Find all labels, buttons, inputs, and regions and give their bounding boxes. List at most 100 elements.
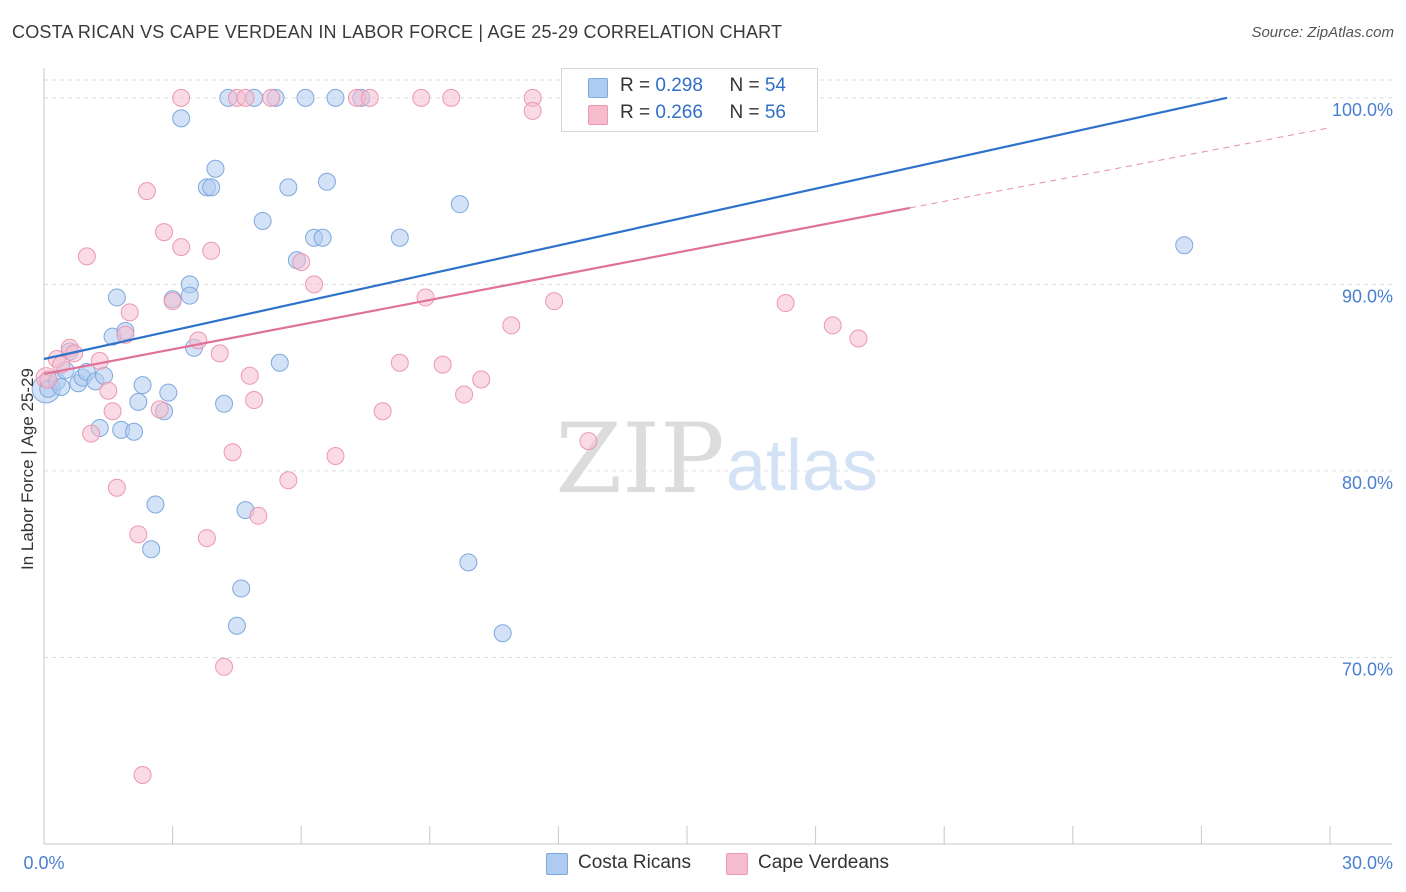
- point-cape-verdean: [137, 182, 156, 201]
- point-cape-verdean: [150, 400, 169, 419]
- bottom-swatch-cape: [726, 853, 748, 875]
- point-costa-rican: [317, 172, 336, 191]
- x-tick-label-max: 30.0%: [1342, 853, 1393, 873]
- point-cape-verdean: [39, 370, 58, 389]
- point-cape-verdean: [107, 478, 126, 497]
- point-costa-rican: [253, 211, 272, 230]
- point-cape-verdean: [442, 88, 461, 107]
- point-costa-rican: [450, 195, 469, 214]
- tick-labels: 70.0% 80.0% 90.0% 100.0% 0.0% 30.0%: [23, 100, 1393, 873]
- bottom-swatch-costa: [546, 853, 568, 875]
- point-cape-verdean: [545, 292, 564, 311]
- point-costa-rican: [326, 88, 345, 107]
- point-cape-verdean: [373, 402, 392, 421]
- point-costa-rican: [206, 159, 225, 178]
- point-costa-rican: [202, 178, 221, 197]
- watermark: ZIP atlas: [555, 403, 878, 515]
- point-costa-rican: [279, 178, 298, 197]
- point-costa-rican: [1175, 236, 1194, 255]
- point-costa-rican: [227, 616, 246, 635]
- point-cape-verdean: [90, 351, 109, 370]
- point-costa-rican: [133, 376, 152, 395]
- legend-swatch-costa: [588, 78, 608, 98]
- trend-lines: [43, 96, 1331, 376]
- point-cape-verdean: [202, 241, 221, 260]
- x-tick-label-min: 0.0%: [23, 853, 64, 873]
- bottom-label-cape: Cape Verdeans: [758, 852, 889, 873]
- point-cape-verdean: [262, 88, 281, 107]
- point-costa-rican: [459, 553, 478, 572]
- point-costa-rican: [313, 228, 332, 247]
- legend-costa-n-value: 54: [764, 75, 786, 96]
- point-cape-verdean: [412, 88, 431, 107]
- point-costa-rican: [159, 383, 178, 402]
- bottom-label-costa: Costa Ricans: [578, 852, 691, 873]
- point-costa-rican: [270, 353, 289, 372]
- point-cape-verdean: [197, 529, 216, 548]
- point-cape-verdean: [215, 657, 234, 676]
- source-label: Source: ZipAtlas.com: [1251, 24, 1394, 41]
- point-cape-verdean: [236, 88, 255, 107]
- legend-cape-n-label: N =: [729, 102, 765, 123]
- point-costa-rican: [125, 422, 144, 441]
- point-cape-verdean: [133, 765, 152, 784]
- point-cape-verdean: [172, 238, 191, 257]
- legend-swatch-cape: [588, 105, 608, 125]
- point-costa-rican: [172, 109, 191, 128]
- point-cape-verdean: [279, 471, 298, 490]
- point-costa-rican: [215, 394, 234, 413]
- trend-line-cape: [43, 206, 911, 376]
- point-cape-verdean: [502, 316, 521, 335]
- point-cape-verdean: [849, 329, 868, 348]
- trend-line-cape-extension: [909, 127, 1331, 209]
- chart-title: COSTA RICAN VS CAPE VERDEAN IN LABOR FOR…: [12, 22, 783, 42]
- legend-costa-n-label: N =: [729, 75, 765, 96]
- y-tick-label: 90.0%: [1342, 286, 1393, 306]
- point-cape-verdean: [416, 288, 435, 307]
- point-cape-verdean: [249, 506, 268, 525]
- watermark-atlas: atlas: [726, 426, 878, 506]
- axes: [43, 68, 1392, 845]
- point-costa-rican: [107, 288, 126, 307]
- legend-cape-n-value: 56: [764, 102, 786, 123]
- point-cape-verdean: [103, 402, 122, 421]
- point-cape-verdean: [99, 381, 118, 400]
- point-cape-verdean: [523, 101, 542, 120]
- point-costa-rican: [296, 88, 315, 107]
- y-tick-label: 100.0%: [1332, 100, 1393, 120]
- point-costa-rican: [146, 495, 165, 514]
- y-tick-label: 80.0%: [1342, 473, 1393, 493]
- point-cape-verdean: [360, 88, 379, 107]
- point-cape-verdean: [455, 385, 474, 404]
- point-cape-verdean: [305, 275, 324, 294]
- point-cape-verdean: [245, 391, 264, 410]
- point-cape-verdean: [390, 353, 409, 372]
- y-axis-label: In Labor Force | Age 25-29: [18, 368, 37, 570]
- point-cape-verdean: [223, 443, 242, 462]
- legend-costa-r-value: 0.298: [655, 75, 703, 96]
- point-cape-verdean: [129, 525, 148, 544]
- point-cape-verdean: [82, 424, 101, 443]
- point-cape-verdean: [240, 366, 259, 385]
- point-cape-verdean: [776, 294, 795, 313]
- point-costa-rican: [180, 286, 199, 305]
- point-cape-verdean: [326, 447, 345, 465]
- legend-costa-r-label: R =: [620, 75, 656, 96]
- stats-legend: R = 0.298 N = 54 R = 0.266 N = 56: [561, 68, 818, 132]
- point-costa-rican: [390, 228, 409, 247]
- point-cape-verdean: [155, 223, 174, 242]
- point-cape-verdean: [120, 303, 139, 322]
- point-cape-verdean: [210, 344, 229, 363]
- point-cape-verdean: [579, 432, 598, 451]
- y-tick-label: 70.0%: [1342, 659, 1393, 679]
- point-costa-rican: [129, 392, 148, 411]
- point-cape-verdean: [823, 316, 842, 335]
- watermark-zip: ZIP: [555, 403, 724, 515]
- point-costa-rican: [232, 579, 251, 598]
- point-cape-verdean: [292, 253, 311, 271]
- legend-cape-r-value: 0.266: [655, 102, 703, 123]
- point-cape-verdean: [172, 88, 191, 107]
- point-cape-verdean: [77, 247, 96, 266]
- data-points: [31, 88, 1194, 784]
